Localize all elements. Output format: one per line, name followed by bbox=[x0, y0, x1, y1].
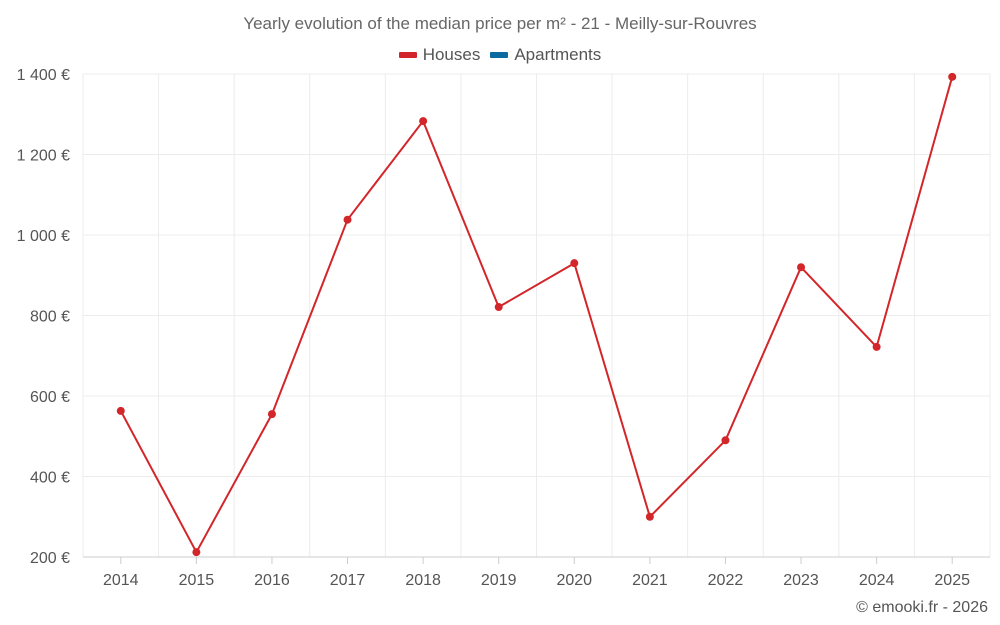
credit-text: © emooki.fr - 2026 bbox=[856, 599, 988, 616]
x-tick-label: 2019 bbox=[481, 572, 517, 589]
data-point-houses bbox=[192, 548, 201, 557]
data-point-houses bbox=[948, 72, 957, 81]
legend-swatch-houses bbox=[398, 52, 417, 58]
x-tick-label: 2021 bbox=[632, 572, 668, 589]
x-tick-label: 2022 bbox=[708, 572, 744, 589]
x-tick-label: 2025 bbox=[934, 572, 970, 589]
data-point-houses bbox=[116, 406, 125, 415]
legend-label-houses: Houses bbox=[422, 45, 481, 64]
x-tick-label: 2017 bbox=[330, 572, 366, 589]
data-point-houses bbox=[343, 215, 352, 224]
x-tick-label: 2015 bbox=[179, 572, 215, 589]
data-point-houses bbox=[721, 436, 730, 445]
x-tick-label: 2016 bbox=[254, 572, 290, 589]
y-tick-label: 200 € bbox=[30, 550, 70, 567]
y-tick-label: 800 € bbox=[30, 309, 70, 326]
x-tick-label: 2024 bbox=[859, 572, 895, 589]
data-point-houses bbox=[494, 303, 503, 312]
data-point-houses bbox=[267, 410, 276, 419]
data-point-houses bbox=[645, 512, 654, 521]
data-point-houses bbox=[570, 259, 579, 268]
y-tick-label: 400 € bbox=[30, 470, 70, 487]
legend-label-apartments: Apartments bbox=[514, 45, 602, 64]
x-tick-label: 2020 bbox=[556, 572, 592, 589]
data-point-houses bbox=[872, 342, 881, 351]
series-line-houses bbox=[119, 76, 954, 554]
chart-title: Yearly evolution of the median price per… bbox=[243, 14, 757, 33]
y-tick-label: 1 200 € bbox=[17, 148, 70, 165]
legend-item-houses[interactable]: Houses bbox=[398, 45, 481, 65]
legend-swatch-apartments bbox=[490, 52, 509, 58]
chart-legend: Houses Apartments bbox=[0, 45, 1000, 65]
y-tick-label: 1 400 € bbox=[17, 67, 70, 84]
y-tick-label: 600 € bbox=[30, 389, 70, 406]
legend-item-apartments[interactable]: Apartments bbox=[490, 45, 601, 65]
x-tick-label: 2014 bbox=[103, 572, 139, 589]
data-point-houses bbox=[797, 263, 806, 272]
x-tick-label: 2018 bbox=[405, 572, 441, 589]
x-tick-label: 2023 bbox=[783, 572, 819, 589]
data-point-houses bbox=[419, 117, 428, 126]
y-tick-label: 1 000 € bbox=[17, 228, 70, 245]
